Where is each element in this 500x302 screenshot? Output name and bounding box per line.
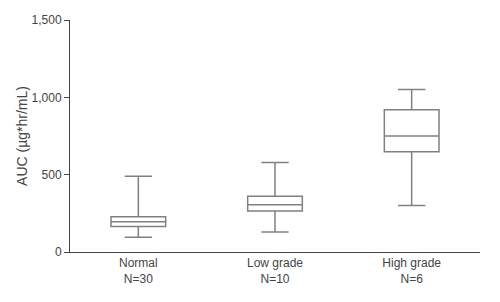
svg-text:1,500: 1,500 bbox=[32, 13, 62, 27]
svg-text:AUC (µg*hr/mL): AUC (µg*hr/mL) bbox=[14, 86, 30, 186]
svg-text:1,000: 1,000 bbox=[32, 91, 62, 105]
svg-text:0: 0 bbox=[55, 245, 62, 259]
svg-text:High gradeN=6: High gradeN=6 bbox=[382, 256, 441, 286]
svg-text:500: 500 bbox=[42, 168, 62, 182]
svg-text:Low gradeN=10: Low gradeN=10 bbox=[247, 256, 303, 286]
svg-text:NormalN=30: NormalN=30 bbox=[119, 256, 158, 286]
